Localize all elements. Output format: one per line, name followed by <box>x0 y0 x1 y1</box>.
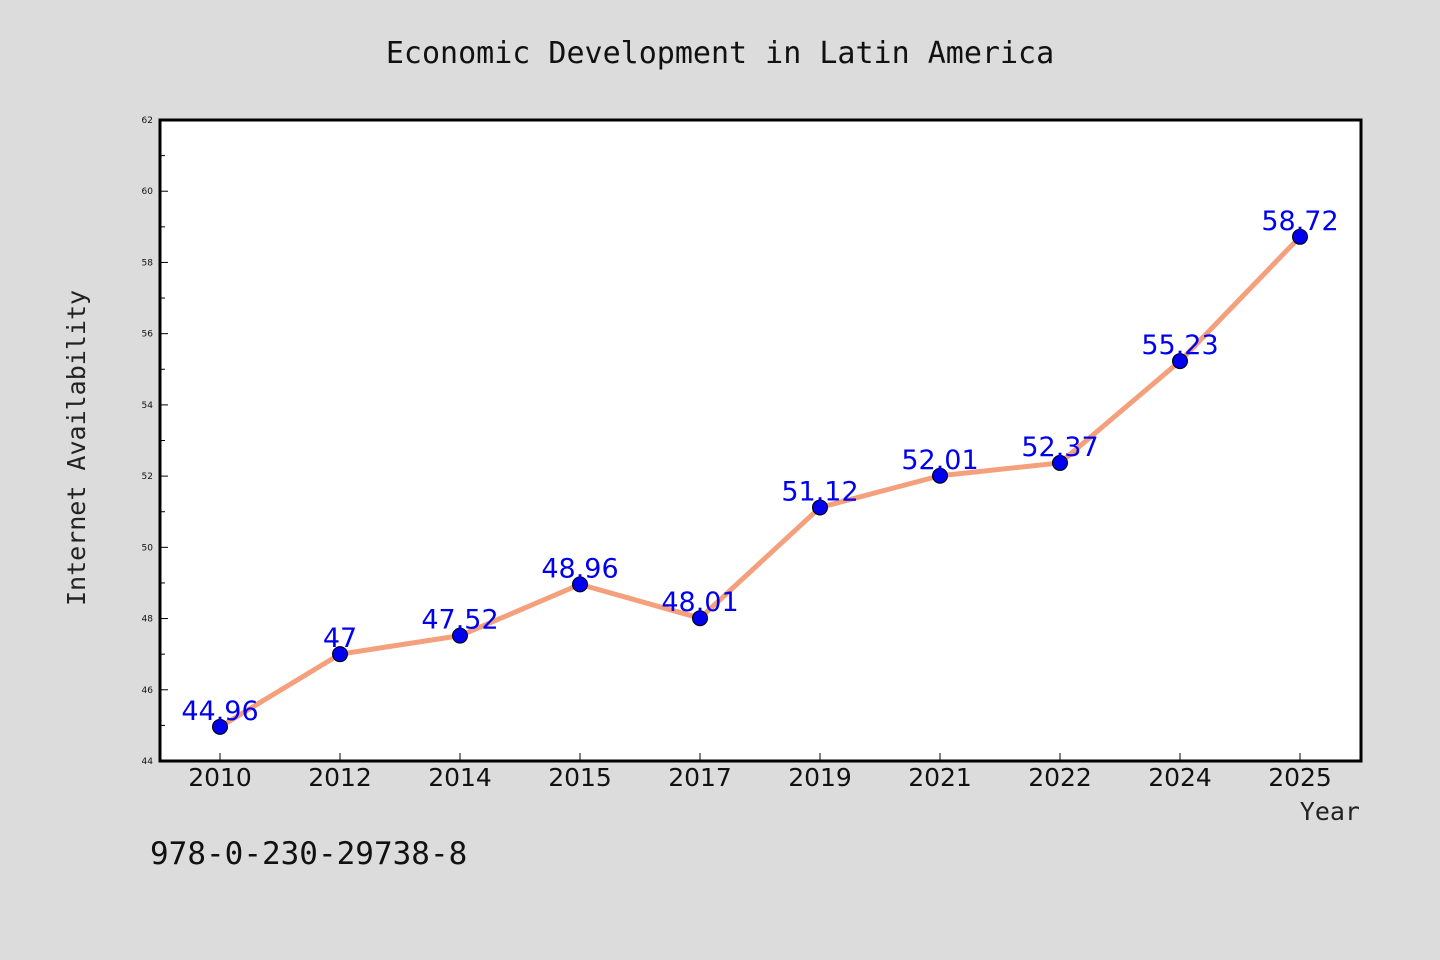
isbn-text: 978-0-230-29738-8 <box>150 836 467 872</box>
data-point <box>932 467 948 484</box>
data-point <box>452 627 468 644</box>
data-label: 44.96 <box>181 696 258 727</box>
y-tick-label: 54 <box>142 401 154 411</box>
data-label: 48.01 <box>661 587 738 618</box>
x-axis-ticks: 2010 2012 2014 2015 2017 2019 2021 2022 2024 2025 <box>188 753 1332 792</box>
y-axis-label: Internet Availability <box>62 290 91 606</box>
x-tick-label: 2014 <box>428 763 492 792</box>
data-point <box>1292 228 1308 245</box>
data-label: 58.72 <box>1261 206 1338 237</box>
y-tick-label: 62 <box>142 116 153 126</box>
data-point <box>692 610 708 627</box>
y-tick-label: 52 <box>142 472 153 482</box>
x-tick-label: 2022 <box>1028 763 1092 792</box>
plot-area <box>158 118 1363 763</box>
data-markers <box>212 228 1308 735</box>
x-tick-label: 2012 <box>308 763 372 792</box>
data-label: 48.96 <box>541 553 618 584</box>
y-tick-label: 58 <box>142 258 154 268</box>
data-point <box>1052 454 1068 471</box>
y-tick-label: 46 <box>142 686 154 696</box>
x-tick-label: 2017 <box>668 763 732 792</box>
y-tick-label: 60 <box>142 187 154 197</box>
y-tick-label: 56 <box>142 330 154 340</box>
x-tick-label: 2010 <box>188 763 252 792</box>
data-label: 52.01 <box>901 445 978 476</box>
data-labels: 44.96 47 47.52 48.96 48.01 51.12 52.01 52.37 55.… <box>181 206 1338 727</box>
data-label: 52.37 <box>1021 432 1098 463</box>
y-axis-ticks: 44 46 48 50 52 54 56 58 60 62 <box>142 116 168 767</box>
series-line-group <box>217 234 1303 730</box>
data-label: 47 <box>323 623 357 654</box>
x-tick-label: 2021 <box>908 763 972 792</box>
x-axis-label: Year <box>1300 797 1360 826</box>
x-tick-label: 2024 <box>1148 763 1212 792</box>
y-tick-label: 48 <box>142 615 154 625</box>
data-point <box>212 718 228 735</box>
data-point <box>812 499 828 516</box>
data-label: 55.23 <box>1141 330 1218 361</box>
x-tick-label: 2025 <box>1268 763 1332 792</box>
data-point <box>572 576 588 593</box>
data-point <box>332 646 348 663</box>
y-tick-label: 50 <box>142 543 154 553</box>
data-point <box>1172 353 1188 370</box>
chart-title: Economic Development in Latin America <box>386 36 1054 71</box>
series-line <box>217 234 1303 730</box>
x-tick-label: 2015 <box>548 763 612 792</box>
data-label: 51.12 <box>781 476 858 507</box>
x-tick-label: 2019 <box>788 763 852 792</box>
y-tick-label: 44 <box>142 757 154 767</box>
data-label: 47.52 <box>421 605 498 636</box>
